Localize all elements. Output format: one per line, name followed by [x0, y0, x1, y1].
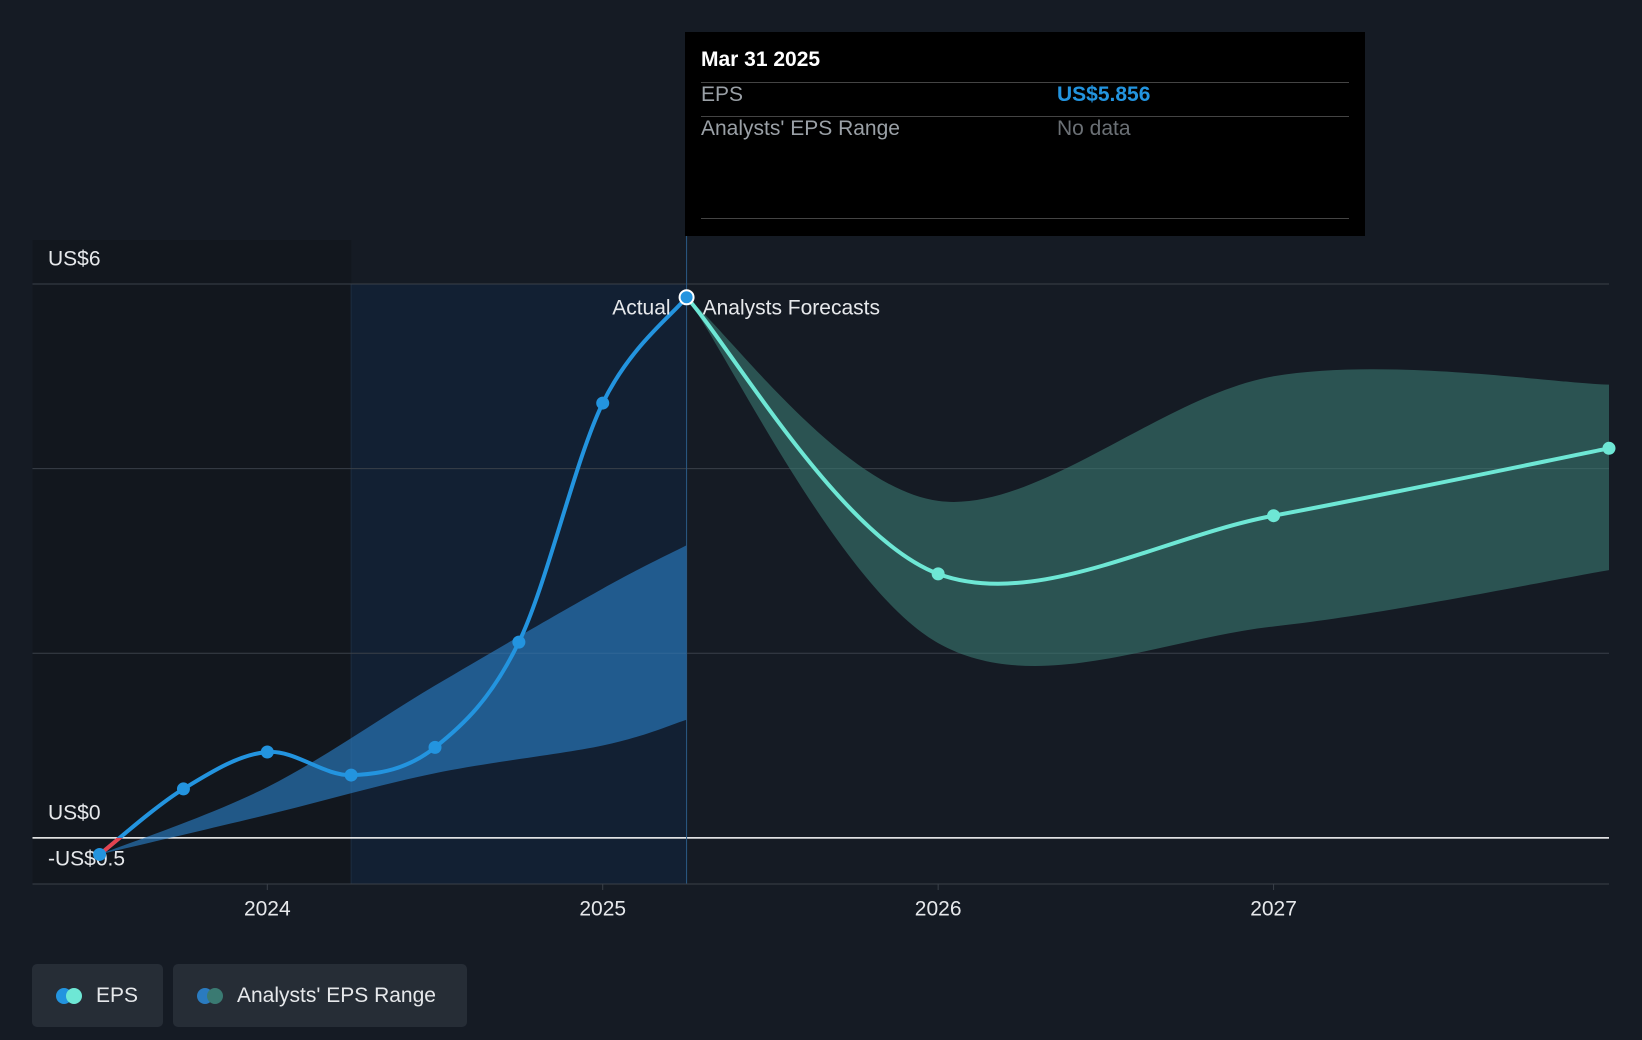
tooltip-label: Analysts' EPS Range — [701, 117, 900, 140]
legend-label: EPS — [96, 983, 139, 1007]
eps-point — [931, 567, 945, 581]
y-tick-label: US$0 — [48, 801, 101, 824]
eps-point — [1602, 441, 1616, 455]
divider — [701, 116, 1349, 117]
tooltip-date: Mar 31 2025 — [701, 48, 821, 71]
divider — [701, 218, 1349, 219]
tooltip: Mar 31 2025 EPS US$5.856 Analysts' EPS R… — [685, 32, 1365, 236]
range-area — [686, 297, 1609, 666]
x-tick-label: 2026 — [915, 898, 962, 921]
x-tick-label: 2025 — [579, 898, 626, 921]
eps-point — [260, 745, 274, 759]
legend-swatch — [56, 987, 82, 1004]
eps-point — [93, 847, 107, 861]
legend-swatch — [197, 987, 223, 1004]
x-tick-label: 2027 — [1250, 898, 1297, 921]
tooltip-value: No data — [1057, 117, 1131, 140]
divider — [701, 82, 1349, 83]
x-tick-label: 2024 — [244, 898, 291, 921]
eps-line — [685, 295, 1610, 586]
eps-point — [1267, 509, 1281, 523]
tooltip-label: EPS — [701, 83, 744, 106]
tooltip-value: US$5.856 — [1057, 83, 1151, 106]
eps-point — [678, 289, 695, 306]
eps-point — [344, 768, 358, 782]
eps-point — [428, 740, 442, 754]
annotation: Actual — [612, 297, 670, 320]
legend-item[interactable]: Analysts' EPS Range — [173, 964, 467, 1027]
legend-item[interactable]: EPS — [32, 964, 163, 1027]
eps-point — [512, 635, 526, 649]
eps-point — [596, 396, 610, 410]
eps-point — [176, 782, 190, 796]
range-area — [99, 545, 687, 855]
y-tick-label: US$6 — [48, 248, 101, 271]
legend-label: Analysts' EPS Range — [237, 983, 436, 1007]
annotation: Analysts Forecasts — [703, 297, 880, 320]
